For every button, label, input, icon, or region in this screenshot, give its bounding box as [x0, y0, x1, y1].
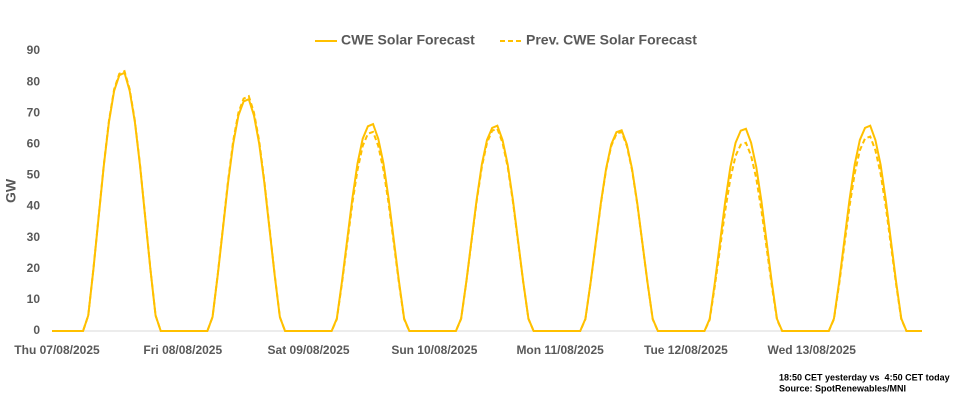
y-tick-label: 80: [27, 74, 41, 88]
y-tick-label: 0: [33, 323, 40, 337]
footnote: Source: SpotRenewables/MNI: [779, 383, 906, 393]
x-tick-label: Fri 08/08/2025: [143, 343, 222, 357]
legend-label: Prev. CWE Solar Forecast: [526, 32, 697, 48]
x-tick-label: Thu 07/08/2025: [14, 343, 100, 357]
y-tick-label: 90: [27, 43, 41, 57]
series-line: [52, 71, 922, 332]
y-tick-label: 50: [27, 168, 41, 182]
y-tick-label: 30: [27, 230, 41, 244]
series-line: [52, 69, 922, 332]
footnote: 18:50 CET yesterday vs 4:50 CET today: [779, 372, 950, 382]
y-tick-label: 70: [27, 105, 41, 119]
y-tick-label: 60: [27, 137, 41, 151]
legend-label: CWE Solar Forecast: [341, 32, 475, 48]
y-axis-label: GW: [3, 178, 19, 203]
x-tick-label: Tue 12/08/2025: [644, 343, 728, 357]
x-tick-label: Wed 13/08/2025: [767, 343, 856, 357]
x-tick-label: Sun 10/08/2025: [391, 343, 477, 357]
y-tick-label: 20: [27, 261, 41, 275]
x-tick-label: Sat 09/08/2025: [268, 343, 350, 357]
y-tick-label: 10: [27, 292, 41, 306]
y-tick-label: 40: [27, 199, 41, 213]
x-tick-label: Mon 11/08/2025: [516, 343, 604, 357]
